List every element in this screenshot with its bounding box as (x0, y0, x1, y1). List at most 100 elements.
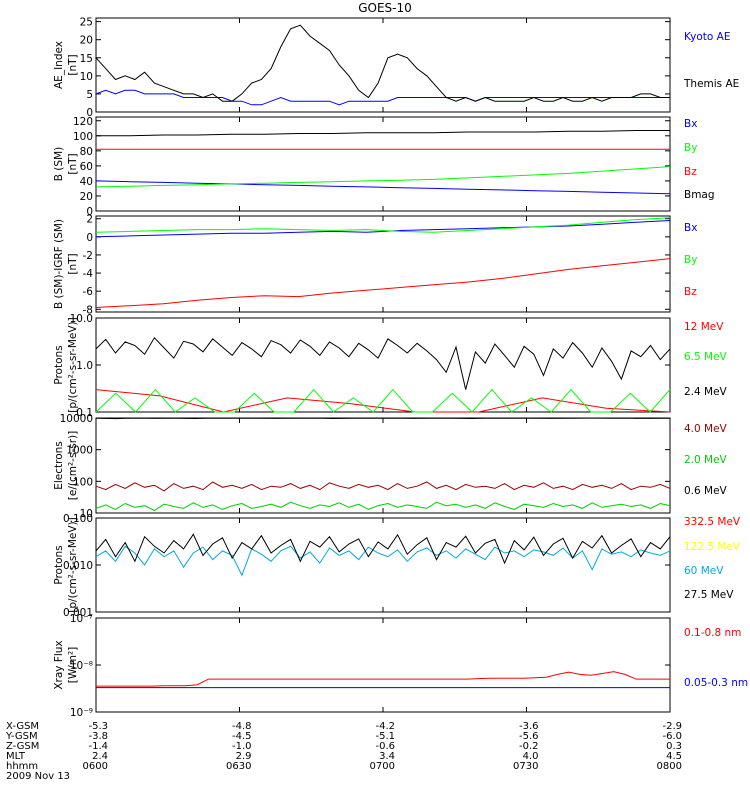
ytick-label-bsm: 100 (73, 131, 93, 143)
ytick-label-bsm: 0 (86, 206, 93, 218)
ytick-label-bigrf: -4 (83, 268, 94, 280)
series-label-protons2-3: 27.5 MeV (684, 589, 734, 601)
series-line-ae-1 (95, 24, 670, 102)
series-label-electrons-1: 2.0 MeV (684, 454, 728, 466)
ytick-label-ae: 0 (86, 107, 93, 119)
xaxis-tick-value: -2.9 (662, 721, 682, 732)
series-label-xray-1: 0.05-0.3 nm (684, 677, 748, 689)
ylabel-xray: [W/m²] (67, 647, 79, 684)
xaxis-tick-value: -5.6 (519, 731, 539, 742)
series-label-xray-0: 0.1-0.8 nm (684, 627, 741, 639)
ytick-label-electrons: 10 (80, 508, 93, 520)
series-line-electrons-0 (95, 481, 671, 492)
xaxis-tick-value: 4.0 (523, 751, 539, 762)
series-label-ae-1: Themis AE (683, 78, 739, 90)
series-label-bsm-3: Bmag (684, 189, 715, 201)
xaxis-tick-value: 2.9 (236, 751, 252, 762)
ytick-label-bsm: 20 (80, 191, 93, 203)
ytick-label-protons2: 0.010 (63, 560, 93, 572)
series-line-bigrf-0 (95, 220, 671, 238)
series-label-protons1-1: 6.5 MeV (684, 351, 728, 363)
series-label-protons2-1: 122.5 MeV (684, 541, 741, 553)
series-line-electrons-2 (95, 417, 671, 420)
ytick-label-protons2: 0.001 (63, 607, 93, 619)
series-line-protons2-2 (95, 545, 671, 577)
ylabel-protons2: [p/(cm²-s-sr-MeV)] (67, 517, 79, 612)
xaxis-tick-value: -6.0 (662, 731, 682, 742)
ylabel-bsm: [nT] (67, 153, 79, 174)
xaxis-tick-value: -0.2 (519, 741, 539, 752)
xaxis-tick-value: -5.1 (375, 731, 395, 742)
ylabel-protons1: Protons (53, 345, 65, 384)
ylabel-ae: AE_Index (53, 41, 65, 89)
series-label-bigrf-1: By (684, 254, 697, 266)
series-line-bsm-0 (95, 180, 671, 195)
ytick-label-bigrf: 0 (86, 232, 93, 244)
xaxis-tick-value: -1.4 (88, 741, 108, 752)
ytick-label-ae: 10 (80, 71, 93, 83)
xaxis-tick-value: 4.5 (666, 751, 682, 762)
series-line-ae-0 (95, 89, 670, 106)
series-line-protons1-1 (95, 388, 671, 413)
xaxis-tick-value: 0730 (513, 761, 538, 772)
ylabel-xray: Xray Flux (53, 640, 65, 689)
ytick-label-protons2: 0.100 (63, 513, 93, 525)
series-label-electrons-2: 0.6 MeV (684, 485, 728, 497)
ytick-label-electrons: 10000 (60, 413, 93, 425)
series-label-protons2-0: 332.5 MeV (684, 516, 741, 528)
ytick-label-xray: 10⁻⁷ (70, 613, 93, 625)
chart-title: GOES-10 (358, 1, 412, 15)
series-label-ae-0: Kyoto AE (684, 31, 730, 43)
ytick-label-bigrf: 2 (86, 214, 93, 226)
series-label-protons1-2: 2.4 MeV (684, 386, 728, 398)
series-label-protons2-2: 60 MeV (684, 565, 724, 577)
ytick-label-bigrf: -6 (83, 286, 94, 298)
xaxis-tick-value: -3.6 (519, 721, 539, 732)
xaxis-row-label: X-GSM (6, 721, 39, 732)
series-label-electrons-0: 4.0 MeV (684, 423, 728, 435)
xaxis-tick-value: -1.0 (232, 741, 252, 752)
series-line-electrons-1 (95, 501, 671, 512)
xaxis-tick-value: -0.6 (375, 741, 395, 752)
ytick-label-xray: 10⁻⁸ (70, 660, 93, 672)
series-label-protons1-0: 12 MeV (684, 321, 724, 333)
ytick-label-ae: 5 (86, 89, 93, 101)
series-line-bsm-1 (95, 166, 671, 188)
ylabel-electrons: Electrons (53, 441, 65, 490)
xaxis-tick-value: 0600 (83, 761, 108, 772)
ylabel-bigrf: B (SM)-IGRF (SM) (53, 219, 65, 309)
panel-frame-protons1 (95, 317, 671, 413)
ylabel-electrons: [e/(cm²-s-sr)] (67, 431, 79, 500)
ytick-label-protons1: 0.1 (76, 407, 93, 419)
panel-frame-electrons (95, 417, 671, 514)
ylabel-bsm: B (SM) (53, 147, 65, 181)
series-line-protons2-3 (95, 533, 671, 565)
series-line-protons1-0 (95, 389, 671, 413)
ytick-label-bigrf: -2 (83, 250, 93, 262)
ytick-label-protons1: 10.0 (70, 313, 93, 325)
ytick-label-ae: 15 (80, 53, 93, 65)
xaxis-row-label: 2009 Nov 13 (6, 771, 70, 782)
series-label-bigrf-0: Bx (684, 222, 697, 234)
xaxis-tick-value: 3.4 (379, 751, 395, 762)
series-line-bigrf-1 (95, 217, 671, 233)
xaxis-tick-value: -4.8 (232, 721, 252, 732)
xaxis-tick-value: -4.2 (375, 721, 395, 732)
xaxis-tick-value: -3.8 (88, 731, 108, 742)
ytick-label-bsm: 120 (73, 116, 93, 128)
xaxis-tick-value: -5.3 (88, 721, 108, 732)
series-line-xray-0 (96, 671, 670, 687)
panel-frame-xray (95, 617, 671, 713)
ytick-label-electrons: 1000 (66, 445, 93, 457)
xaxis-tick-value: 0630 (226, 761, 251, 772)
xaxis-row-label: Y-GSM (5, 731, 38, 742)
ytick-label-ae: 25 (80, 17, 93, 29)
series-label-bsm-0: Bx (684, 118, 697, 130)
xaxis-tick-value: 2.4 (92, 751, 108, 762)
series-line-protons1-2 (95, 336, 671, 390)
xaxis-tick-value: 0700 (370, 761, 395, 772)
ytick-label-ae: 20 (80, 35, 93, 47)
series-label-bsm-2: Bz (684, 166, 697, 178)
xaxis-row-label: Z-GSM (6, 741, 39, 752)
